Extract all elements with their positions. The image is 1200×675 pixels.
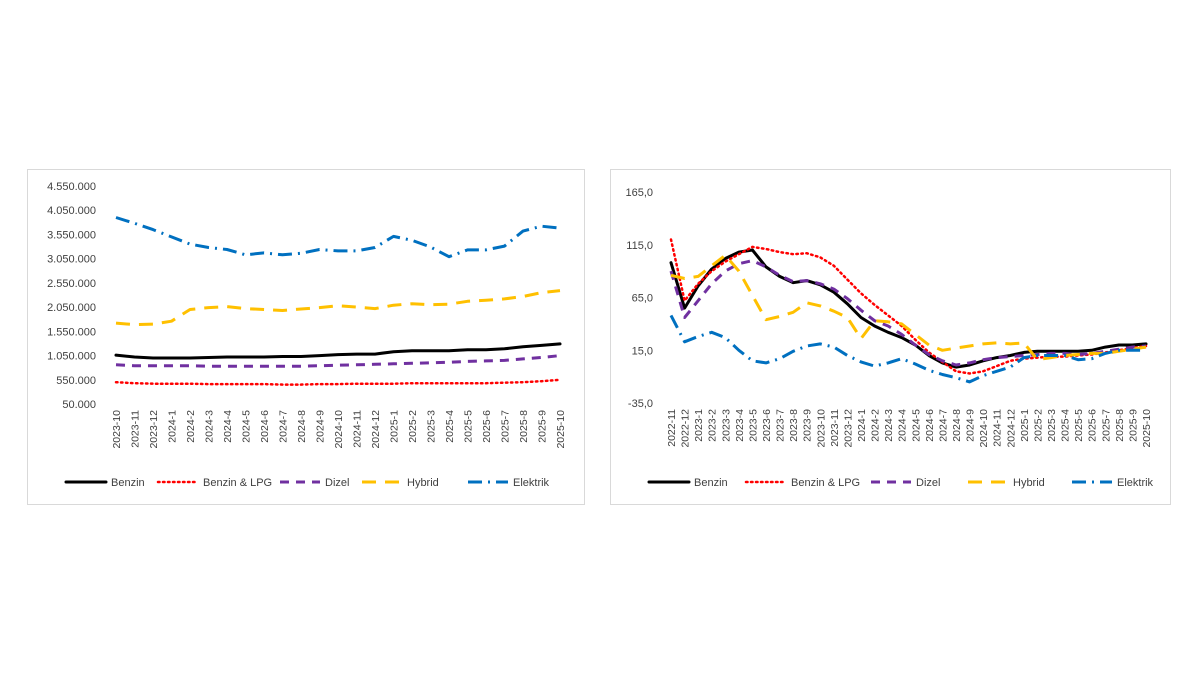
right-x-tick-label: 2025-7 xyxy=(1100,409,1112,442)
left-y-tick-label: 550.000 xyxy=(56,375,96,387)
right-x-tick-label: 2023-5 xyxy=(747,409,759,442)
right-x-tick-label: 2023-6 xyxy=(761,409,773,442)
right-y-tick-label: 15,0 xyxy=(632,345,653,357)
right-x-tick-label: 2023-7 xyxy=(775,409,787,442)
left-x-tick-label: 2023-11 xyxy=(130,410,142,448)
right-x-tick-label: 2025-5 xyxy=(1073,409,1085,442)
right-x-tick-label: 2024-11 xyxy=(992,409,1004,447)
left-legend-label-dizel: Dizel xyxy=(325,477,349,489)
left-y-tick-label: 2.550.000 xyxy=(47,278,96,290)
right-x-tick-label: 2024-1 xyxy=(856,409,868,442)
left-y-tick-label: 4.050.000 xyxy=(47,205,96,217)
right-x-tick-label: 2023-8 xyxy=(788,409,800,442)
left-x-tick-label: 2024-10 xyxy=(333,410,345,449)
left-x-tick-label: 2024-9 xyxy=(315,410,327,443)
left-series-hybrid xyxy=(115,289,561,327)
left-x-tick-label: 2025-7 xyxy=(500,410,512,443)
left-series-benzin xyxy=(114,342,562,360)
right-x-tick-label: 2024-5 xyxy=(910,409,922,442)
left-x-tick-label: 2025-4 xyxy=(444,410,456,443)
left-x-tick-label: 2024-8 xyxy=(296,410,308,443)
left-x-tick-label: 2025-9 xyxy=(537,410,549,443)
right-x-tick-label: 2023-10 xyxy=(815,409,827,448)
right-x-tick-label: 2025-4 xyxy=(1060,409,1072,442)
left-y-tick-label: 2.050.000 xyxy=(47,302,96,314)
right-y-tick-label: 65,0 xyxy=(632,293,653,305)
right-x-tick-label: 2023-11 xyxy=(829,409,841,447)
left-y-tick-label: 3.050.000 xyxy=(47,254,96,266)
left-y-tick-label: 1.550.000 xyxy=(47,326,96,338)
right-x-tick-label: 2023-2 xyxy=(707,409,719,442)
left-y-tick-label: 50.000 xyxy=(62,399,96,411)
right-x-tick-label: 2022-12 xyxy=(680,409,692,448)
left-x-tick-label: 2025-1 xyxy=(389,410,401,443)
left-y-tick-label: 3.550.000 xyxy=(47,229,96,241)
left-x-tick-label: 2025-6 xyxy=(481,410,493,443)
right-x-tick-label: 2023-3 xyxy=(720,409,732,442)
right-legend-label-hybrid: Hybrid xyxy=(1013,477,1045,489)
right-x-tick-label: 2024-2 xyxy=(870,409,882,442)
left-x-tick-label: 2024-6 xyxy=(259,410,271,443)
right-x-tick-label: 2025-6 xyxy=(1087,409,1099,442)
right-legend-label-benzin: Benzin xyxy=(694,477,728,489)
right-legend-label-benzin-and-lpg: Benzin & LPG xyxy=(791,477,860,489)
right-x-tick-label: 2023-4 xyxy=(734,409,746,442)
right-y-tick-label: 115,0 xyxy=(626,240,653,252)
left-legend-label-benzin-and-lpg: Benzin & LPG xyxy=(203,477,272,489)
left-x-tick-label: 2025-3 xyxy=(426,410,438,443)
left-series-elektrik xyxy=(115,216,561,259)
right-y-tick-label: 165,0 xyxy=(625,187,653,199)
right-x-tick-label: 2025-10 xyxy=(1141,409,1153,448)
right-x-tick-label: 2024-4 xyxy=(897,409,909,442)
chart-panel-right: 165,0 115,0 65,0 15,0 -35,0 2022-11 2022-12 202… xyxy=(610,169,1171,505)
left-x-tick-label: 2025-5 xyxy=(463,410,475,443)
right-legend-label-elektrik: Elektrik xyxy=(1117,477,1154,489)
left-x-tick-label: 2025-2 xyxy=(407,410,419,443)
right-x-tick-label: 2024-6 xyxy=(924,409,936,442)
left-x-tick-label: 2024-1 xyxy=(167,410,179,443)
left-x-tick-label: 2024-3 xyxy=(204,410,216,443)
right-series-hybrid xyxy=(670,253,1147,362)
left-series-benzin-and-lpg xyxy=(114,378,562,386)
right-x-tick-label: 2022-11 xyxy=(666,409,678,447)
right-x-tick-label: 2025-8 xyxy=(1114,409,1126,442)
left-x-tick-label: 2024-12 xyxy=(370,410,382,449)
left-legend-label-hybrid: Hybrid xyxy=(407,477,439,489)
left-x-tick-label: 2023-12 xyxy=(148,410,160,449)
left-x-tick-label: 2025-10 xyxy=(555,410,567,449)
left-x-tick-label: 2024-5 xyxy=(241,410,253,443)
left-series-dizel xyxy=(115,354,561,368)
left-x-tick-label: 2024-4 xyxy=(222,410,234,443)
left-legend-label-benzin: Benzin xyxy=(111,477,145,489)
right-x-tick-label: 2025-1 xyxy=(1019,409,1031,442)
left-x-tick-label: 2025-8 xyxy=(518,410,530,443)
right-x-tick-label: 2024-9 xyxy=(965,409,977,442)
right-x-tick-label: 2025-3 xyxy=(1046,409,1058,442)
right-y-tick-label: -35,0 xyxy=(628,398,653,410)
left-x-tick-label: 2024-2 xyxy=(185,410,197,443)
chart-panel-left: 4.550.000 4.050.000 3.550.000 3.050.000 2.55… xyxy=(27,169,585,505)
left-x-tick-label: 2023-10 xyxy=(111,410,123,449)
right-x-tick-label: 2024-8 xyxy=(951,409,963,442)
left-x-tick-label: 2024-11 xyxy=(352,410,364,448)
right-x-tick-label: 2023-9 xyxy=(802,409,814,442)
right-x-tick-label: 2023-1 xyxy=(693,409,705,442)
right-series-dizel xyxy=(669,259,1147,367)
right-x-tick-label: 2024-12 xyxy=(1005,409,1017,448)
right-x-tick-label: 2023-12 xyxy=(842,409,854,448)
left-y-tick-label: 1.050.000 xyxy=(47,351,96,363)
right-x-tick-label: 2024-3 xyxy=(883,409,895,442)
right-legend-label-dizel: Dizel xyxy=(916,477,940,489)
left-y-tick-label: 4.550.000 xyxy=(47,181,96,193)
right-x-tick-label: 2024-10 xyxy=(978,409,990,448)
chart-left: 4.550.000 4.050.000 3.550.000 3.050.000 2.55… xyxy=(47,181,567,489)
right-x-tick-label: 2025-9 xyxy=(1127,409,1139,442)
left-x-tick-label: 2024-7 xyxy=(278,410,290,443)
right-x-tick-label: 2025-2 xyxy=(1032,409,1044,442)
left-legend-label-elektrik: Elektrik xyxy=(513,477,550,489)
right-x-tick-label: 2024-7 xyxy=(937,409,949,442)
right-series-benzin xyxy=(669,248,1148,369)
right-series-elektrik xyxy=(669,314,1146,384)
